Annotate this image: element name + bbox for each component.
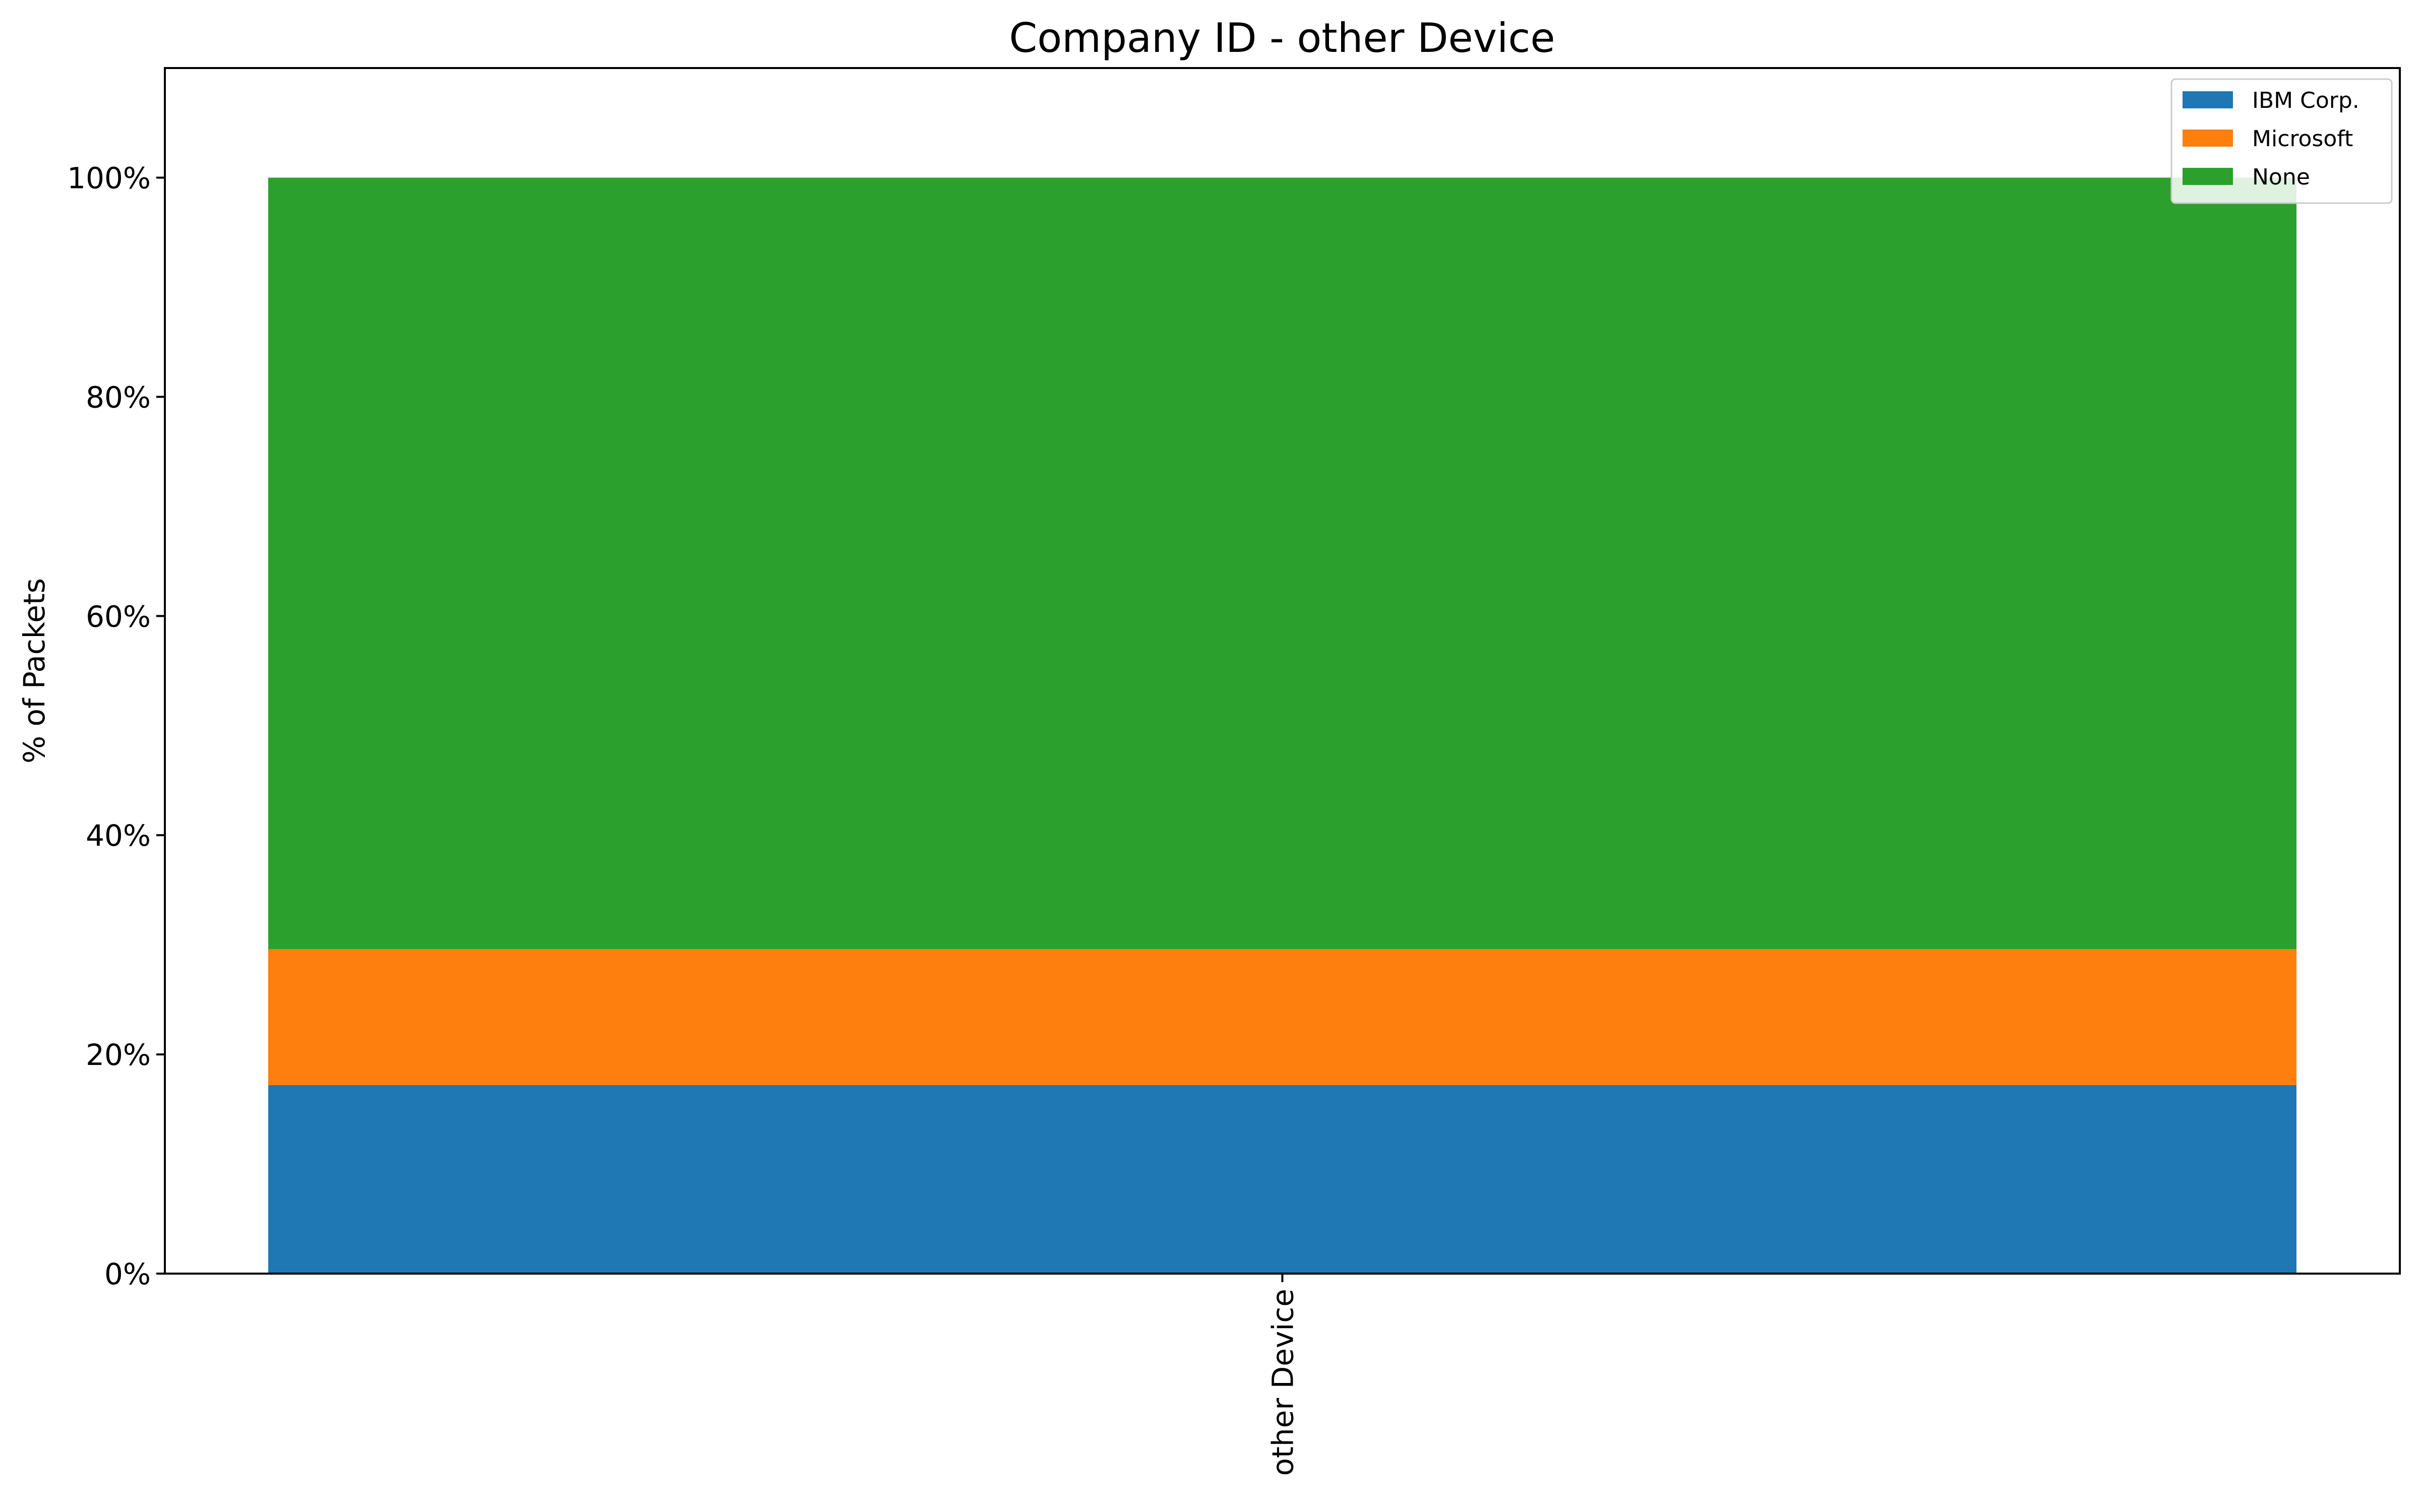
bar-stack-group — [268, 177, 2296, 1274]
legend-label-microsoft: Microsoft — [2252, 126, 2353, 152]
y-tick-label: 0% — [104, 1257, 151, 1291]
bar-segment-microsoft — [268, 949, 2296, 1085]
legend-label-ibm-corp: IBM Corp. — [2252, 88, 2360, 113]
bar-segment-ibm-corp — [268, 1085, 2296, 1274]
legend-swatch-ibm-corp — [2183, 91, 2233, 108]
legend-label-none: None — [2252, 164, 2310, 190]
y-tick-label: 60% — [86, 599, 151, 634]
y-axis: 0% 20% 40% 60% 80% 100% — [67, 161, 165, 1291]
legend-swatch-none — [2183, 168, 2233, 185]
x-axis: other Device — [1266, 1274, 1300, 1476]
y-tick-label: 100% — [67, 161, 151, 195]
y-tick-label: 80% — [86, 380, 151, 414]
y-tick-label: 40% — [86, 818, 151, 853]
legend-swatch-microsoft — [2183, 130, 2233, 147]
legend: IBM Corp. Microsoft None — [2170, 78, 2393, 204]
y-tick-label: 20% — [86, 1038, 151, 1072]
x-tick-label: other Device — [1266, 1289, 1300, 1476]
chart-title: Company ID - other Device — [1009, 15, 1555, 61]
bar-segment-none — [268, 177, 2296, 950]
y-axis-label: % of Packets — [17, 578, 51, 764]
